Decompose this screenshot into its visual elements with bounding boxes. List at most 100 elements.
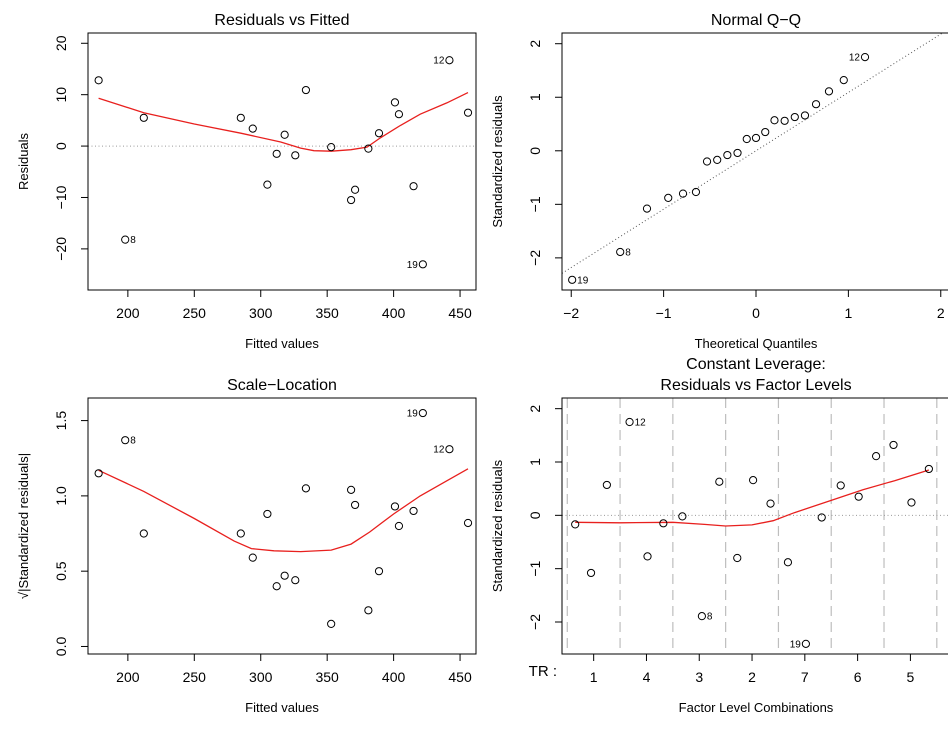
x-tick-label: 400 (382, 305, 406, 321)
y-tick-label: 0.5 (53, 561, 69, 581)
chart-title: Scale−Location (227, 377, 337, 394)
data-point (824, 87, 834, 96)
data-point (715, 477, 724, 486)
data-point (854, 492, 863, 501)
data-point (770, 116, 779, 125)
data-point (586, 568, 596, 578)
x-tick-label: 350 (315, 669, 339, 685)
data-point (263, 180, 272, 189)
x-tick-label: 250 (183, 669, 207, 685)
data-point (625, 417, 634, 427)
x-tick-label: 0 (752, 305, 760, 321)
x-tick-label: 300 (249, 669, 273, 685)
panel-3: 8 19 12 200 250 300 350 400 450 0.0 0.5 1.0 1.5 Fitte… (16, 377, 477, 715)
y-tick-label: 0 (53, 142, 69, 150)
data-point (748, 476, 758, 485)
data-point (390, 502, 400, 511)
data-point (839, 76, 848, 85)
x-tick-label: 450 (448, 669, 472, 685)
data-point (811, 100, 821, 109)
y-tick-label: 1.0 (53, 486, 69, 506)
x-tick-label: 200 (116, 669, 140, 685)
data-point (390, 98, 400, 107)
chart-title: Normal Q−Q (711, 12, 801, 29)
data-point (766, 499, 775, 508)
point-label: 19 (790, 639, 802, 650)
y-tick-label: 0 (527, 147, 543, 155)
data-point (463, 108, 473, 117)
x-tick-label: 350 (315, 305, 339, 321)
data-point (139, 529, 148, 538)
data-point (280, 571, 289, 580)
data-point (616, 247, 625, 257)
data-point (350, 500, 360, 510)
data-point (836, 481, 845, 490)
factor-level-label: 7 (801, 669, 809, 685)
data-point (236, 529, 245, 538)
data-point (678, 512, 687, 521)
data-point (817, 513, 826, 522)
y-tick-label: 0 (527, 511, 543, 519)
x-axis-title: Fitted values (245, 700, 319, 715)
smoother-line (575, 469, 930, 527)
data-point (445, 445, 454, 454)
data-point (761, 127, 770, 137)
data-point (272, 149, 281, 158)
data-point (860, 52, 870, 62)
plot-frame (87, 32, 477, 291)
smoother-line (98, 92, 469, 152)
y-axis-title: Standardized residuals (490, 459, 505, 592)
panel-1: 8 19 12 200 250 300 350 400 450 −20 −10 0 10 20 Fitted… (16, 12, 477, 351)
data-point (907, 498, 916, 507)
smoother-line (98, 468, 469, 553)
point-label: 12 (849, 53, 861, 64)
data-point (780, 116, 789, 125)
data-point (664, 193, 673, 203)
data-point (418, 408, 427, 418)
y-tick-label: −1 (527, 560, 543, 576)
data-point (139, 113, 148, 122)
point-label: 8 (707, 612, 713, 623)
factor-level-label: 1 (590, 669, 598, 685)
data-point (350, 185, 360, 194)
data-point (418, 260, 427, 269)
data-point (409, 182, 418, 191)
data-point (871, 452, 881, 461)
factor-level-label: 6 (854, 669, 862, 685)
data-point (248, 553, 257, 562)
data-point (94, 76, 103, 85)
x-tick-label: 400 (382, 669, 406, 685)
data-point (568, 275, 577, 284)
data-point (394, 521, 404, 531)
data-point (327, 143, 336, 152)
data-point (790, 112, 799, 122)
data-point (713, 155, 722, 164)
x-axis-title: Factor Level Combinations (679, 700, 834, 715)
factor-level-label: 2 (748, 669, 756, 685)
data-point (659, 519, 668, 528)
data-point (364, 606, 373, 615)
data-point (248, 124, 257, 133)
point-label: 8 (625, 247, 631, 258)
data-point (571, 520, 580, 529)
y-tick-label: 20 (53, 35, 69, 51)
qq-reference-line (562, 33, 944, 274)
data-point (327, 619, 336, 628)
y-tick-label: −1 (527, 196, 543, 212)
data-point (751, 133, 761, 143)
point-label: 12 (433, 445, 445, 456)
plot-frame (561, 397, 948, 655)
chart-subtitle: Residuals vs Factor Levels (660, 377, 851, 394)
y-tick-label: 1.5 (53, 411, 69, 431)
data-point (291, 151, 300, 160)
y-axis-title: √|Standardized residuals| (16, 453, 31, 599)
data-point (602, 480, 611, 490)
y-tick-label: −2 (527, 250, 543, 266)
y-tick-label: 1 (527, 93, 543, 101)
data-point (697, 612, 706, 621)
data-point (301, 484, 311, 493)
data-point (291, 576, 300, 585)
chart-title: Constant Leverage: (686, 356, 826, 373)
